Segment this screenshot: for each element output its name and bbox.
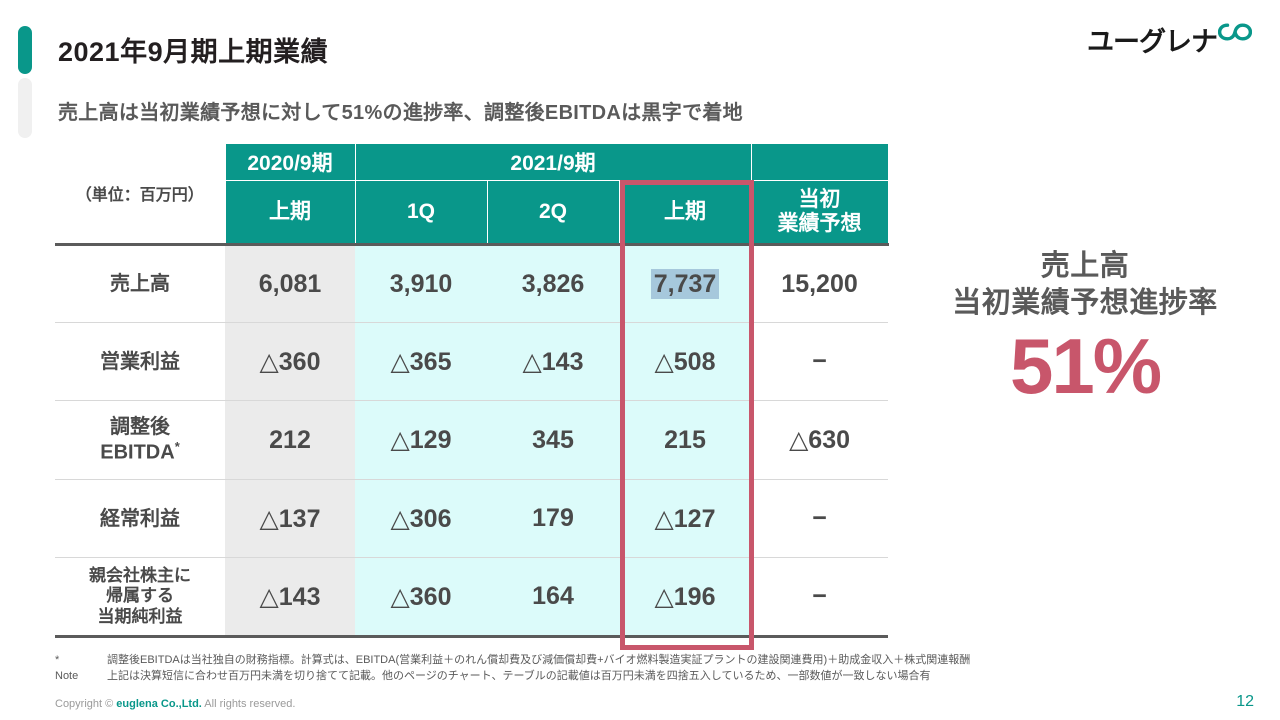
table-unit-cell: （単位：百万円） bbox=[55, 143, 225, 246]
cell-revenue-2020h1: 6,081 bbox=[225, 244, 355, 323]
cell-revenue-2q: 3,826 bbox=[487, 244, 619, 323]
callout-line-1: 売上高 bbox=[1040, 250, 1130, 282]
cell-ebitda-1q: △129 bbox=[355, 400, 487, 480]
group-header-2021: 2021/9期 bbox=[354, 143, 752, 181]
table-row: 売上高 6,081 3,910 3,826 7,737 15,200 bbox=[55, 244, 889, 323]
row-label-ebitda-text: EBITDA bbox=[100, 441, 175, 464]
table-row: 調整後 EBITDA* 212 △129 345 215 △630 bbox=[55, 400, 889, 480]
footnote-text: 調整後EBITDAは当社独自の財務指標。計算式は、EBITDA(営業利益＋のれん… bbox=[107, 654, 971, 666]
table-row: 営業利益 △360 △365 △143 △508 − bbox=[55, 322, 889, 401]
row-label-net-income: 親会社株主に 帰属する 当期純利益 bbox=[55, 557, 225, 638]
row-label-net-income-line3: 当期純利益 bbox=[97, 606, 183, 626]
table-group-header-row: （単位：百万円） 2020/9期 2021/9期 bbox=[55, 143, 889, 246]
sub-header-1q: 1Q bbox=[354, 180, 488, 246]
title-accent-bar-primary bbox=[18, 26, 32, 74]
cell-revenue-1q: 3,910 bbox=[355, 244, 487, 323]
row-label-net-income-line1: 親会社株主に bbox=[89, 565, 191, 585]
callout-progress-value: 51% bbox=[1009, 322, 1162, 411]
footnotes: * 調整後EBITDAは当社独自の財務指標。計算式は、EBITDA(営業利益＋の… bbox=[55, 653, 970, 685]
sub-header-2q: 2Q bbox=[486, 180, 620, 246]
copyright-prefix: Copyright © bbox=[55, 698, 117, 710]
row-label-net-income-line2: 帰属する bbox=[106, 586, 174, 606]
row-label-ordinary-income: 経常利益 bbox=[55, 479, 225, 558]
cell-revenue-2021h1-value: 7,737 bbox=[650, 268, 720, 299]
logo-wordmark: ユーグレナ bbox=[1087, 27, 1218, 58]
financial-results-table: （単位：百万円） 2020/9期 2021/9期 上期 1Q 2Q 上期 当初 … bbox=[55, 143, 889, 638]
group-header-2020: 2020/9期 bbox=[224, 143, 356, 181]
sub-header-forecast-line2: 業績予想 bbox=[777, 212, 862, 235]
cell-operating-1q: △365 bbox=[355, 322, 487, 401]
page-title: 2021年9月期上期業績 bbox=[58, 37, 329, 67]
row-label-adjusted-ebitda-line1: 調整後 bbox=[110, 416, 170, 439]
cell-ebitda-2021h1: 215 bbox=[619, 400, 752, 480]
row-label-revenue: 売上高 bbox=[55, 244, 225, 323]
cell-net-income-2021h1: △196 bbox=[619, 557, 752, 638]
table-row: 経常利益 △137 △306 179 △127 − bbox=[55, 479, 889, 558]
sub-header-forecast-line1: 当初 bbox=[798, 188, 841, 212]
footnote-item: * 調整後EBITDAは当社独自の財務指標。計算式は、EBITDA(営業利益＋の… bbox=[55, 653, 970, 669]
footnote-text: 上記は決算短信に合わせ百万円未満を切り捨てて記載。他のページのチャート、テーブル… bbox=[107, 669, 931, 682]
cell-ordinary-forecast: − bbox=[751, 479, 889, 558]
group-header-spacer bbox=[750, 143, 889, 181]
cell-net-income-2q: 164 bbox=[487, 557, 619, 638]
footnote-item: Note 上記は決算短信に合わせ百万円未満を切り捨てて記載。他のページのチャート… bbox=[55, 669, 970, 685]
sub-header-2021-h1: 上期 bbox=[618, 180, 752, 246]
copyright-suffix: All rights reserved. bbox=[201, 698, 296, 710]
cell-net-income-2020h1: △143 bbox=[225, 557, 355, 638]
table-sub-header-row: 上期 1Q 2Q 上期 当初 業績予想 bbox=[55, 180, 889, 246]
cell-ordinary-1q: △306 bbox=[355, 479, 487, 558]
sub-header-forecast: 当初 業績予想 bbox=[750, 180, 889, 246]
cell-operating-2021h1: △508 bbox=[619, 322, 752, 401]
cell-ebitda-2q: 345 bbox=[487, 400, 619, 480]
cell-ordinary-2020h1: △137 bbox=[225, 479, 355, 558]
row-label-adjusted-ebitda: 調整後 EBITDA* bbox=[55, 400, 225, 480]
sub-header-2020-h1: 上期 bbox=[224, 180, 356, 246]
euglena-infinity-icon bbox=[1217, 22, 1253, 47]
cell-revenue-2021h1: 7,737 bbox=[619, 244, 752, 323]
euglena-logo: ユーグレナ bbox=[1087, 23, 1253, 68]
cell-operating-forecast: − bbox=[751, 322, 889, 401]
page-number: 12 bbox=[1236, 693, 1254, 710]
footnote-tag: Note bbox=[55, 669, 79, 682]
cell-net-income-forecast: − bbox=[751, 557, 889, 638]
cell-ebitda-2020h1: 212 bbox=[225, 400, 355, 480]
footnote-marker: * bbox=[174, 439, 180, 455]
cell-operating-2020h1: △360 bbox=[225, 322, 355, 401]
cell-revenue-forecast: 15,200 bbox=[751, 244, 889, 323]
row-label-adjusted-ebitda-line2: EBITDA* bbox=[55, 439, 225, 465]
copyright-company: euglena Co.,Ltd. bbox=[116, 698, 202, 710]
cell-ordinary-2021h1: △127 bbox=[619, 479, 752, 558]
title-accent-bar-secondary bbox=[18, 78, 32, 138]
footnote-tag: * bbox=[55, 654, 60, 666]
cell-net-income-1q: △360 bbox=[355, 557, 487, 638]
cell-ebitda-forecast: △630 bbox=[751, 400, 889, 480]
cell-operating-2q: △143 bbox=[487, 322, 619, 401]
callout-line-2: 当初業績予想進捗率 bbox=[952, 287, 1218, 320]
copyright-notice: Copyright © euglena Co.,Ltd. All rights … bbox=[55, 698, 295, 710]
cell-ordinary-2q: 179 bbox=[487, 479, 619, 558]
row-label-operating-income: 営業利益 bbox=[55, 322, 225, 401]
progress-callout: 売上高 当初業績予想進捗率 51% bbox=[900, 248, 1270, 408]
table-row: 親会社株主に 帰属する 当期純利益 △143 △360 164 △196 − bbox=[55, 557, 889, 638]
page-subtitle: 売上高は当初業績予想に対して51%の進捗率、調整後EBITDAは黒字で着地 bbox=[58, 102, 743, 124]
